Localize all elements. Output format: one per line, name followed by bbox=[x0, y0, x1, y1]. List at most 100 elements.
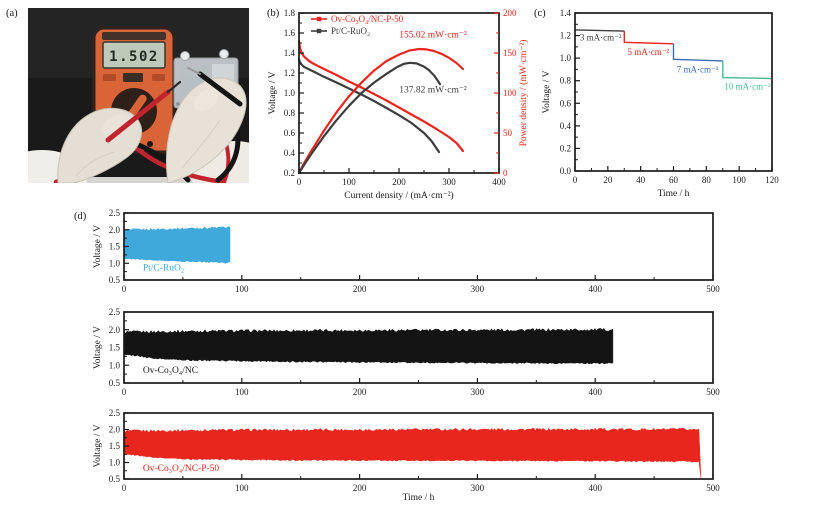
svg-text:200: 200 bbox=[503, 8, 517, 18]
svg-text:1.5: 1.5 bbox=[109, 242, 121, 252]
svg-text:100: 100 bbox=[235, 483, 249, 493]
svg-text:500: 500 bbox=[706, 387, 720, 397]
svg-text:200: 200 bbox=[353, 483, 367, 493]
lcd-display bbox=[102, 41, 166, 69]
panel-b-chart: 0 100 200 300 400 0.2 0.4 0.6 0.8 1.0 1.2 1.4 1.6 1.8… bbox=[253, 0, 539, 205]
svg-text:2.5: 2.5 bbox=[109, 208, 121, 218]
svg-text:400: 400 bbox=[588, 387, 602, 397]
svg-text:0.4: 0.4 bbox=[284, 148, 296, 158]
svg-text:1.6: 1.6 bbox=[284, 28, 296, 38]
svg-text:3 mA·cm⁻²: 3 mA·cm⁻² bbox=[580, 33, 622, 43]
svg-text:20: 20 bbox=[603, 175, 613, 185]
panel-c-tag: (c) bbox=[534, 8, 546, 19]
svg-text:80: 80 bbox=[702, 175, 712, 185]
panel-a-tag: (a) bbox=[6, 8, 18, 19]
ov-co3o4-nc-p-50-cycling-band bbox=[123, 427, 702, 479]
svg-text:Voltage / V: Voltage / V bbox=[542, 70, 552, 113]
svg-text:200: 200 bbox=[353, 284, 367, 294]
svg-text:0.5: 0.5 bbox=[109, 474, 121, 484]
ov-co3o4-nc-p-50-power-curve bbox=[297, 47, 465, 175]
discharge-step-10ma bbox=[722, 60, 773, 80]
svg-text:0.6: 0.6 bbox=[284, 128, 296, 138]
svg-text:150: 150 bbox=[503, 48, 517, 58]
discharge-step-5ma bbox=[623, 31, 674, 45]
multimeter-jack bbox=[147, 141, 153, 147]
svg-text:Voltage / V: Voltage / V bbox=[93, 424, 103, 467]
cell-screw bbox=[180, 51, 190, 61]
svg-text:0: 0 bbox=[122, 284, 127, 294]
multimeter-brand-strip bbox=[102, 32, 166, 40]
svg-text:1.2: 1.2 bbox=[560, 31, 571, 41]
svg-text:400: 400 bbox=[588, 284, 602, 294]
discharge-step-7ma bbox=[672, 43, 723, 62]
svg-text:1.0: 1.0 bbox=[109, 458, 121, 468]
svg-text:1.8: 1.8 bbox=[284, 8, 296, 18]
svg-text:1.5: 1.5 bbox=[109, 343, 121, 353]
svg-text:1.5: 1.5 bbox=[109, 441, 121, 451]
svg-text:137.82 mW·cm⁻²: 137.82 mW·cm⁻² bbox=[399, 86, 467, 96]
svg-text:Ov-Co₃O₄/NC-P-50: Ov-Co₃O₄/NC-P-50 bbox=[143, 464, 220, 474]
svg-text:0: 0 bbox=[122, 387, 127, 397]
discharge-step-3ma bbox=[574, 29, 625, 32]
panel-c-chart: 0 20 40 60 80 100 120 0.0 0.2 0.4 0.6 0.8 1.0 1.2 1.4 T… bbox=[528, 0, 792, 205]
ov-co3o4-nc-cycling-band bbox=[123, 327, 614, 365]
svg-text:7 mA·cm⁻²: 7 mA·cm⁻² bbox=[677, 64, 719, 74]
svg-text:2.0: 2.0 bbox=[109, 425, 121, 435]
svg-text:200: 200 bbox=[353, 387, 367, 397]
multimeter-button-right bbox=[152, 74, 165, 81]
panel-d-tag: (d) bbox=[74, 211, 87, 222]
svg-text:500: 500 bbox=[706, 284, 720, 294]
svg-text:100: 100 bbox=[503, 88, 517, 98]
svg-text:120: 120 bbox=[765, 175, 779, 185]
svg-text:0.8: 0.8 bbox=[560, 76, 572, 86]
svg-text:400: 400 bbox=[588, 483, 602, 493]
pt-c-ruo2-power-curve bbox=[297, 61, 442, 175]
svg-text:0: 0 bbox=[503, 168, 508, 178]
svg-text:0.0: 0.0 bbox=[560, 166, 572, 176]
red-probe bbox=[105, 80, 182, 143]
svg-text:2.5: 2.5 bbox=[109, 408, 121, 418]
svg-text:5 mA·cm⁻²: 5 mA·cm⁻² bbox=[628, 47, 670, 57]
svg-text:Current density / (mA·cm⁻²): Current density / (mA·cm⁻²) bbox=[344, 190, 453, 201]
svg-text:0.2: 0.2 bbox=[284, 168, 295, 178]
svg-text:0.5: 0.5 bbox=[109, 275, 121, 285]
svg-text:0: 0 bbox=[297, 177, 302, 187]
svg-text:400: 400 bbox=[492, 177, 506, 187]
ov-co3o4-nc-p-50-voltage-curve bbox=[297, 39, 465, 153]
svg-text:40: 40 bbox=[636, 175, 646, 185]
svg-text:0.5: 0.5 bbox=[109, 378, 121, 388]
svg-text:50: 50 bbox=[503, 128, 513, 138]
svg-text:1.0: 1.0 bbox=[560, 53, 572, 63]
svg-text:100: 100 bbox=[732, 175, 746, 185]
svg-text:2.0: 2.0 bbox=[109, 225, 121, 235]
svg-text:1.4: 1.4 bbox=[560, 8, 572, 18]
svg-text:60: 60 bbox=[669, 175, 679, 185]
svg-text:500: 500 bbox=[706, 483, 720, 493]
black-probe bbox=[187, 67, 243, 107]
svg-text:0.8: 0.8 bbox=[284, 108, 296, 118]
svg-text:300: 300 bbox=[471, 387, 485, 397]
svg-text:100: 100 bbox=[235, 387, 249, 397]
svg-text:Ov-Co₃O₄/NC: Ov-Co₃O₄/NC bbox=[143, 366, 198, 376]
svg-text:Voltage / V: Voltage / V bbox=[268, 71, 278, 114]
svg-text:200: 200 bbox=[392, 177, 406, 187]
table-edge bbox=[28, 177, 249, 183]
svg-text:Time / h: Time / h bbox=[658, 189, 690, 199]
svg-text:0.2: 0.2 bbox=[560, 143, 571, 153]
svg-text:1.0: 1.0 bbox=[109, 360, 121, 370]
svg-text:1.2: 1.2 bbox=[284, 68, 295, 78]
svg-text:2.0: 2.0 bbox=[109, 325, 121, 335]
svg-text:0.4: 0.4 bbox=[560, 121, 572, 131]
svg-text:Voltage / V: Voltage / V bbox=[93, 225, 103, 268]
svg-text:Power density / (mW·cm⁻²): Power density / (mW·cm⁻²) bbox=[518, 40, 529, 147]
svg-text:1.4: 1.4 bbox=[284, 48, 296, 58]
panel-a-photo: 1.502 bbox=[28, 8, 249, 183]
panel-d2-chart: 0 100 200 300 400 500 0.5 1.0 1.5 2.0 2.5 Voltage /… bbox=[60, 303, 760, 403]
cell-screw bbox=[219, 49, 229, 59]
right-glove-hand bbox=[165, 77, 247, 183]
svg-text:300: 300 bbox=[471, 483, 485, 493]
svg-text:300: 300 bbox=[471, 284, 485, 294]
svg-text:300: 300 bbox=[442, 177, 456, 187]
svg-text:155.02 mW·cm⁻²: 155.02 mW·cm⁻² bbox=[399, 31, 467, 41]
